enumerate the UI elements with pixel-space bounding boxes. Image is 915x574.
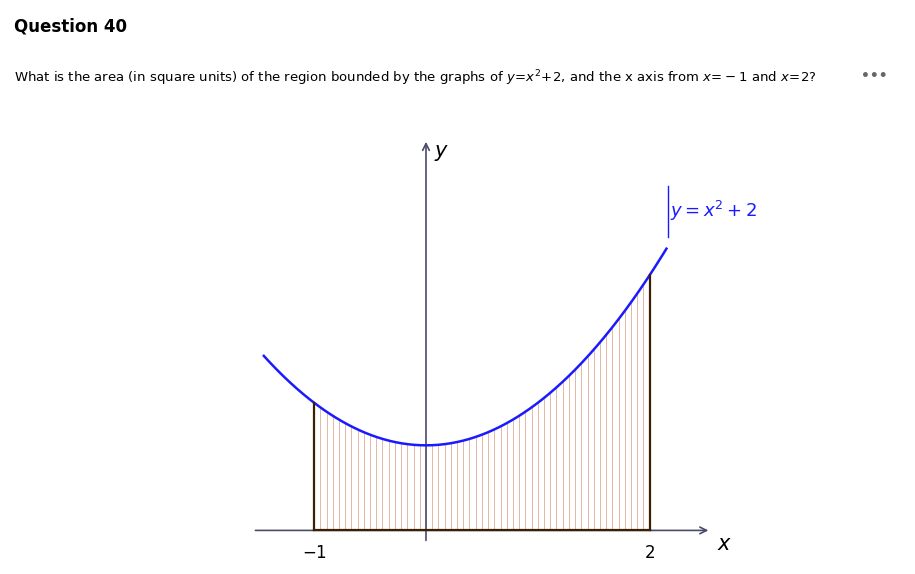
Text: Question 40: Question 40 (14, 17, 126, 35)
Text: $-1$: $-1$ (302, 545, 327, 563)
Text: What is the area (in square units) of the region bounded by the graphs of $y\!=\: What is the area (in square units) of th… (14, 69, 816, 88)
Text: •••: ••• (861, 69, 888, 83)
Text: $2$: $2$ (644, 545, 655, 563)
Text: $y = x^2 + 2$: $y = x^2 + 2$ (670, 199, 757, 223)
Text: $x$: $x$ (716, 534, 732, 554)
Text: $y$: $y$ (434, 144, 449, 163)
